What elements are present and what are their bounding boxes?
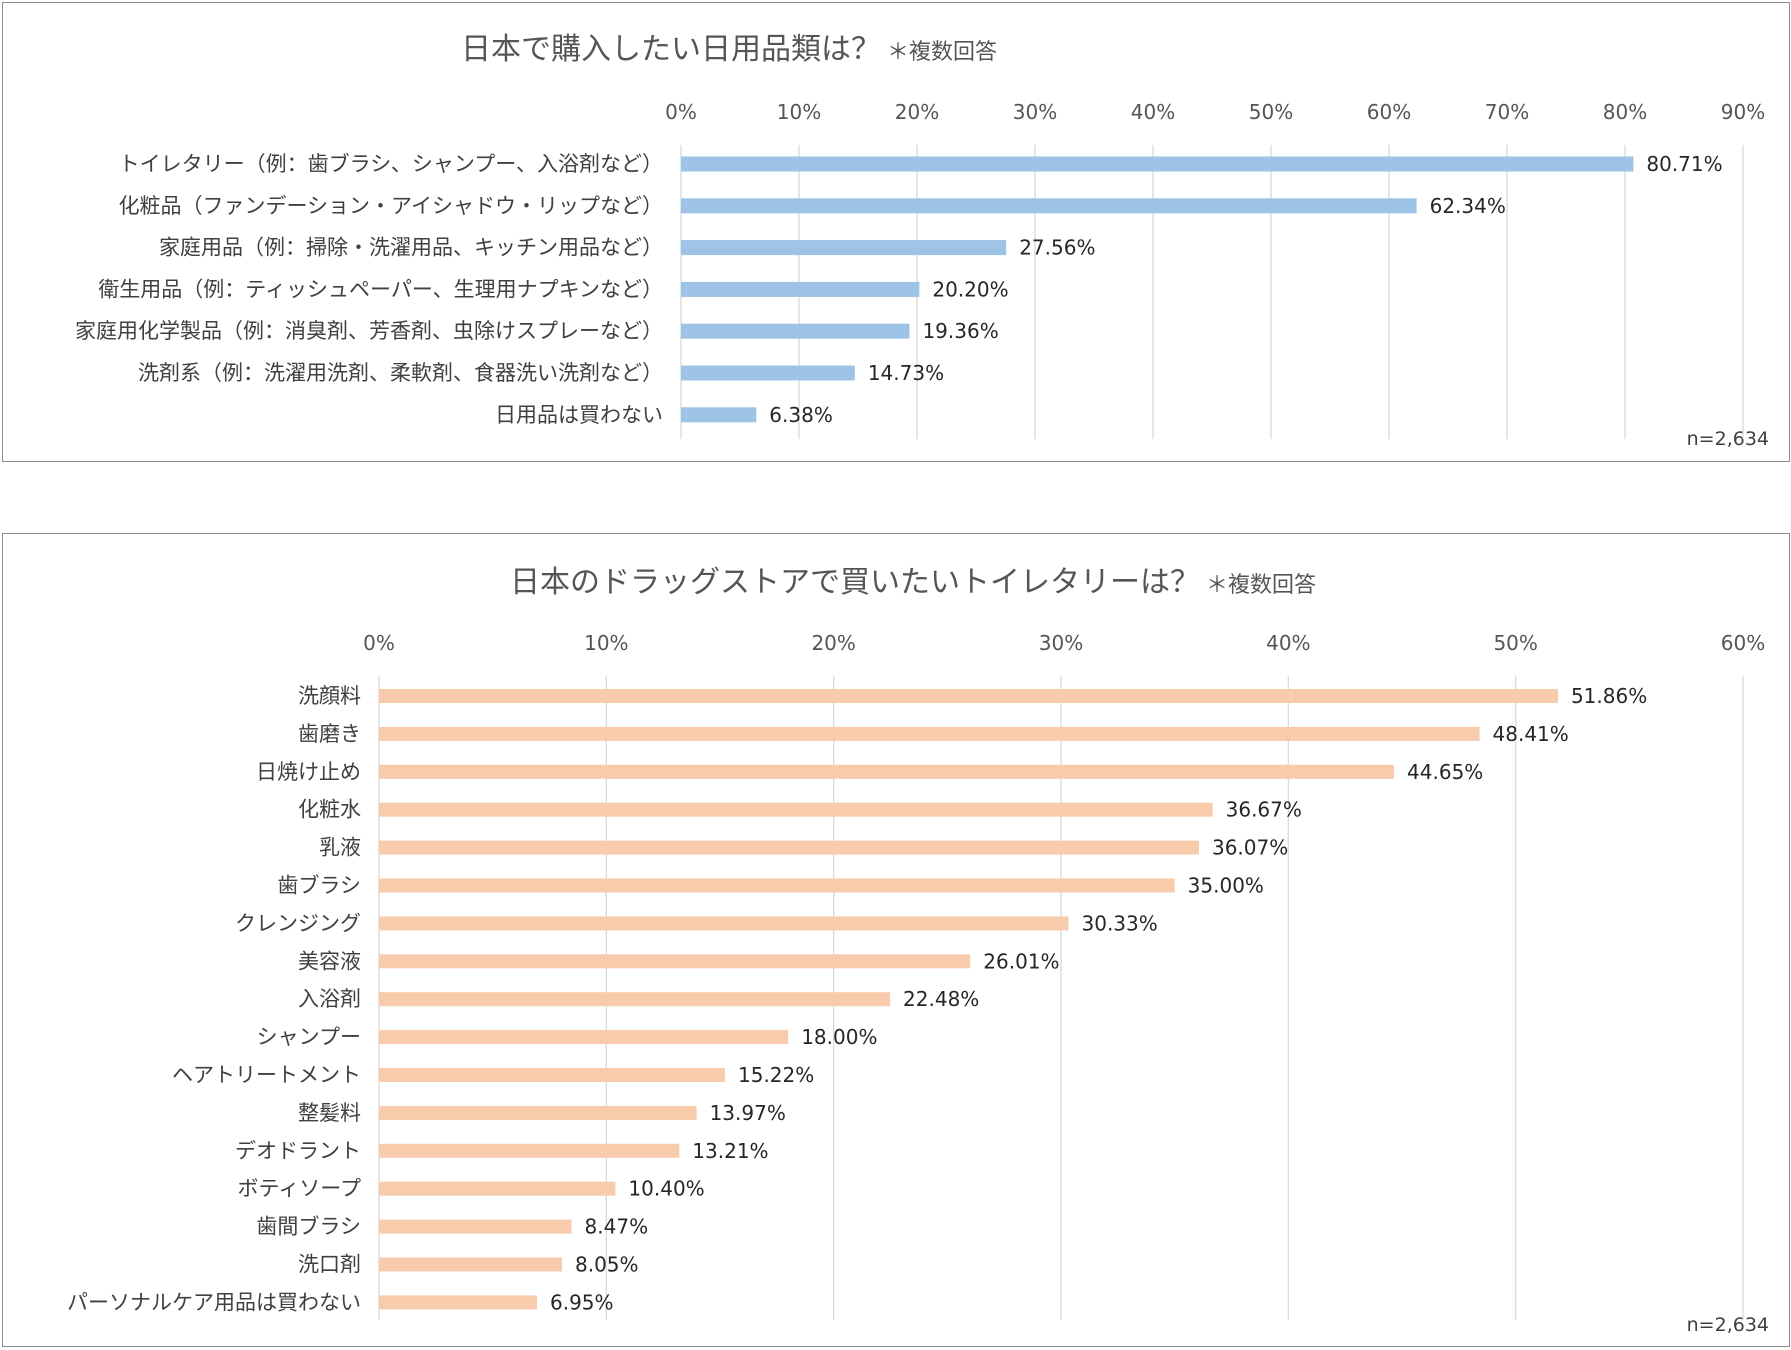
x-tick-label: 10% [777,100,821,124]
category-label: 洗口剤 [298,1253,361,1277]
bar [379,878,1175,893]
x-tick-label: 0% [363,631,395,655]
bar [379,1143,680,1158]
category-label: クレンジング [235,911,361,935]
sample-size-note: n=2,634 [1687,1314,1769,1336]
bar [379,802,1213,817]
x-tick-label: 30% [1039,631,1083,655]
data-label: 8.47% [585,1215,649,1239]
data-label: 18.00% [801,1025,877,1049]
x-tick-label: 30% [1013,100,1057,124]
data-label: 20.20% [932,277,1008,301]
x-tick-label: 40% [1266,631,1310,655]
bar [379,1219,572,1234]
category-label: 乳液 [319,836,361,860]
bar [681,240,1007,256]
bar [379,1030,789,1045]
bar [379,954,971,969]
bar [379,1257,563,1272]
bar [681,365,855,381]
data-label: 51.86% [1571,684,1647,708]
category-label: 整髪料 [298,1101,361,1125]
bar [379,992,891,1007]
data-label: 36.67% [1226,798,1302,822]
category-label: 化粧水 [298,798,361,822]
bar [379,1181,616,1196]
category-label: 日用品は買わない [495,403,663,427]
x-tick-label: 50% [1493,631,1537,655]
category-label: 洗顔料 [298,684,361,708]
x-tick-label: 20% [811,631,855,655]
x-tick-label: 10% [584,631,628,655]
category-label: デオドラント [235,1139,361,1163]
category-label: 歯間ブラシ [256,1215,361,1239]
chart-title: 日本で購入したい日用品類は？ [461,32,881,67]
x-tick-label: 50% [1249,100,1293,124]
bar [681,323,910,339]
data-label: 13.97% [710,1101,786,1125]
category-label: シャンプー [257,1025,361,1049]
chart-subtitle: ＊複数回答 [1206,573,1316,598]
data-label: 26.01% [983,949,1059,973]
x-tick-label: 60% [1367,100,1411,124]
data-label: 44.65% [1407,760,1483,784]
chart-daily-goods: 日本で購入したい日用品類は？ ＊複数回答 n=2,634 0% 10% 20% 30%… [75,32,1769,450]
category-label: ボティソープ [238,1177,361,1201]
data-label: 22.48% [903,987,979,1011]
category-label: トイレタリー（例：歯ブラシ、シャンプー、入浴剤など） [119,152,663,176]
chart-subtitle: ＊複数回答 [887,40,997,65]
x-tick-label: 90% [1721,100,1765,124]
data-label: 19.36% [922,319,998,343]
category-label: 入浴剤 [298,987,361,1011]
bar [681,407,757,423]
category-label: 歯ブラシ [277,874,361,898]
x-tick-label: 20% [895,100,939,124]
category-label: 美容液 [298,949,361,973]
bar [379,916,1069,931]
data-label: 10.40% [628,1177,704,1201]
chart-panel-toiletries: 日本のドラッグストアで買いたいトイレタリーは？ ＊複数回答 n=2,634 0%… [2,533,1790,1347]
bar [379,840,1199,855]
bar [379,764,1395,779]
bar [379,726,1480,741]
data-label: 6.38% [769,403,833,427]
chart-title: 日本のドラッグストアで買いたいトイレタリーは？ [510,565,1200,600]
sample-size-note: n=2,634 [1687,428,1769,450]
x-tick-label: 0% [665,100,697,124]
bar [681,198,1417,214]
category-label: ヘアトリートメント [172,1063,361,1087]
data-label: 8.05% [575,1253,639,1277]
data-label: 27.56% [1019,236,1095,260]
category-label: 衛生用品（例：ティッシュペーパー、生理用ナプキンなど） [98,277,663,301]
data-label: 14.73% [868,361,944,385]
data-label: 13.21% [692,1139,768,1163]
data-label: 35.00% [1188,874,1264,898]
category-label: パーソナルケア用品は買わない [67,1290,361,1314]
data-label: 80.71% [1646,152,1722,176]
data-label: 62.34% [1430,194,1506,218]
data-label: 6.95% [550,1290,614,1314]
data-label: 48.41% [1493,722,1569,746]
category-label: 洗剤系（例：洗濯用洗剤、柔軟剤、食器洗い洗剤など） [138,361,663,385]
category-label: 化粧品（ファンデーション・アイシャドウ・リップなど） [118,194,663,218]
chart-panel-daily-goods: 日本で購入したい日用品類は？ ＊複数回答 n=2,634 0% 10% 20% 30%… [2,2,1790,462]
bar [379,1068,726,1082]
data-label: 30.33% [1082,911,1158,935]
x-tick-label: 40% [1131,100,1175,124]
chart-toiletries: 日本のドラッグストアで買いたいトイレタリーは？ ＊複数回答 n=2,634 0%… [67,565,1769,1336]
data-label: 36.07% [1212,836,1288,860]
bar [379,689,1558,703]
bar [379,1105,697,1120]
x-tick-label: 70% [1485,100,1529,124]
category-label: 歯磨き [298,722,361,746]
category-label: 家庭用化学製品（例：消臭剤、芳香剤、虫除けスプレーなど） [75,319,663,343]
data-label: 15.22% [738,1063,814,1087]
bar [681,281,920,297]
x-tick-label: 60% [1721,631,1765,655]
category-label: 日焼け止め [256,760,361,784]
category-label: 家庭用品（例：掃除・洗濯用品、キッチン用品など） [159,236,663,260]
x-tick-label: 80% [1603,100,1647,124]
bar [379,1295,537,1310]
bar [681,156,1634,172]
